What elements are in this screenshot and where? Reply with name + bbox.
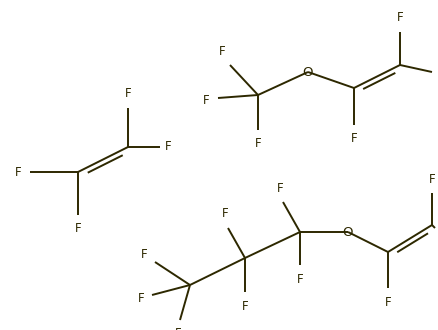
Text: F: F [203,93,209,107]
Text: F: F [276,182,283,195]
Text: F: F [350,132,357,145]
Text: F: F [74,222,81,235]
Text: F: F [141,248,148,261]
Text: F: F [174,327,181,330]
Text: F: F [138,291,145,305]
Text: F: F [124,87,131,100]
Text: F: F [396,11,403,24]
Text: F: F [384,296,390,309]
Text: F: F [428,173,434,186]
Text: F: F [296,273,303,286]
Text: F: F [15,166,22,179]
Text: O: O [342,225,353,239]
Text: F: F [219,45,226,58]
Text: F: F [436,225,438,239]
Text: F: F [254,137,261,150]
Text: F: F [436,65,438,79]
Text: F: F [165,141,171,153]
Text: O: O [302,65,313,79]
Text: F: F [221,207,228,220]
Text: F: F [241,300,248,313]
